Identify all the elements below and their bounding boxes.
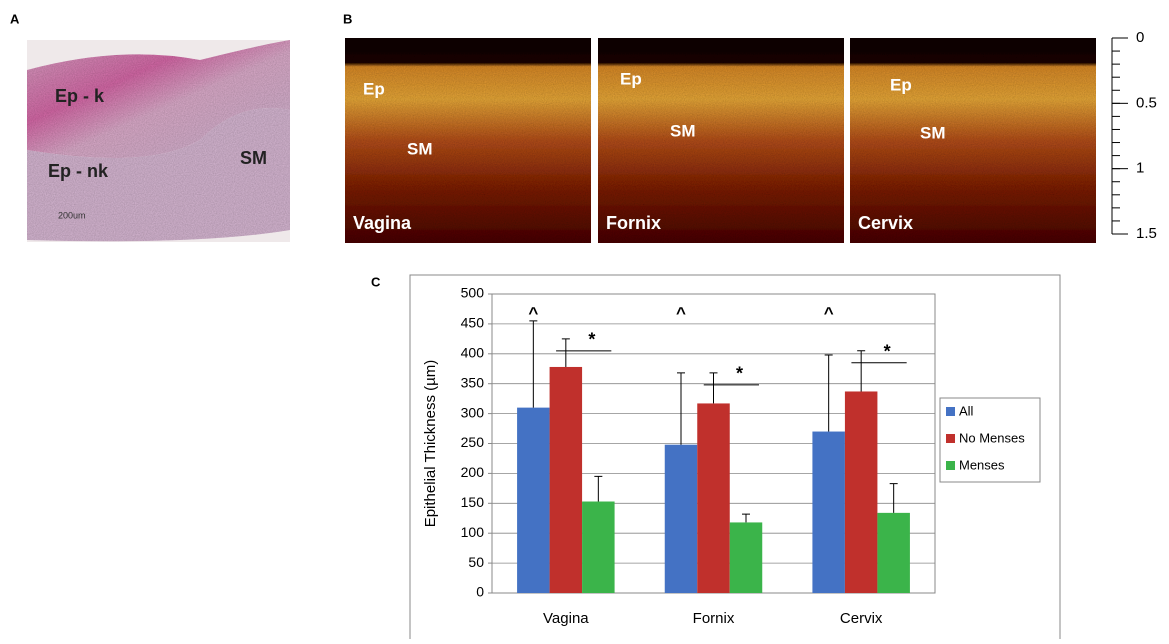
- legend-label: No Menses: [959, 430, 1025, 445]
- panel-label: B: [343, 11, 352, 26]
- scale-tick-label: 0: [1136, 29, 1144, 46]
- oct-image: [850, 38, 1096, 243]
- image-label: Ep: [620, 69, 642, 88]
- error-bar: [857, 350, 866, 392]
- image-label: Ep - k: [55, 86, 105, 106]
- bar: [877, 512, 910, 593]
- y-tick-label: 0: [476, 584, 484, 600]
- error-bar: [594, 475, 603, 502]
- scale-tick-label: 0.5: [1136, 94, 1157, 111]
- y-tick-label: 100: [461, 524, 485, 540]
- y-tick-label: 400: [461, 345, 485, 361]
- error-bar: [677, 372, 685, 445]
- panel-label: A: [10, 11, 20, 26]
- image-label: Ep - nk: [48, 161, 109, 181]
- bar: [664, 444, 698, 593]
- error-bar: [889, 483, 898, 513]
- x-tick-label: Cervix: [840, 610, 883, 627]
- scale-tick-label: 1: [1136, 160, 1144, 177]
- histology-tissue: [27, 40, 290, 158]
- y-tick-label: 200: [461, 464, 485, 480]
- y-tick-label: 250: [461, 434, 485, 450]
- error-bar: [742, 513, 750, 523]
- bar: [697, 403, 730, 593]
- image-label: SM: [407, 139, 433, 158]
- y-tick-label: 350: [461, 374, 485, 390]
- scale-tick-label: 1.5: [1136, 225, 1157, 242]
- y-tick-label: 50: [468, 554, 484, 570]
- error-bar: [529, 320, 538, 408]
- legend-swatch: [946, 461, 955, 470]
- x-tick-label: Fornix: [693, 610, 735, 627]
- annotation: ^: [676, 303, 686, 322]
- bar: [812, 431, 845, 593]
- image-label: SM: [920, 123, 946, 142]
- y-tick-label: 450: [461, 315, 485, 331]
- y-tick-label: 300: [461, 404, 485, 420]
- legend-label: All: [959, 403, 974, 418]
- bar: [517, 407, 550, 593]
- oct-image: [345, 38, 591, 243]
- annotation: ^: [824, 303, 834, 322]
- panel-label: C: [371, 274, 381, 289]
- image-title: Cervix: [858, 213, 913, 233]
- image-title: Fornix: [606, 213, 661, 233]
- histology-tissue: [27, 108, 290, 242]
- y-tick-label: 150: [461, 494, 485, 510]
- y-tick-label: 500: [461, 285, 485, 301]
- legend-box: [939, 397, 1041, 483]
- x-tick-label: Vagina: [543, 610, 589, 627]
- oct-image: [598, 38, 844, 243]
- annotation: *: [588, 330, 595, 350]
- annotation: *: [884, 342, 891, 362]
- image-label: SM: [240, 148, 267, 168]
- legend-swatch: [946, 407, 955, 416]
- bar: [729, 522, 763, 593]
- bar: [582, 501, 615, 593]
- y-axis-label: Epithelial Thickness (µm): [422, 360, 439, 528]
- bar: [844, 391, 878, 593]
- annotation: *: [736, 364, 743, 384]
- image-label: Ep: [890, 75, 912, 94]
- error-bar: [561, 338, 570, 367]
- legend-label: Menses: [959, 457, 1005, 472]
- error-bar: [709, 372, 718, 404]
- image-label: SM: [670, 121, 696, 140]
- annotation: ^: [528, 303, 538, 322]
- scale-bar-label: 200um: [58, 210, 86, 220]
- error-bar: [824, 354, 833, 432]
- legend-swatch: [946, 434, 955, 443]
- image-title: Vagina: [353, 213, 412, 233]
- image-label: Ep: [363, 79, 385, 98]
- bar: [549, 366, 583, 593]
